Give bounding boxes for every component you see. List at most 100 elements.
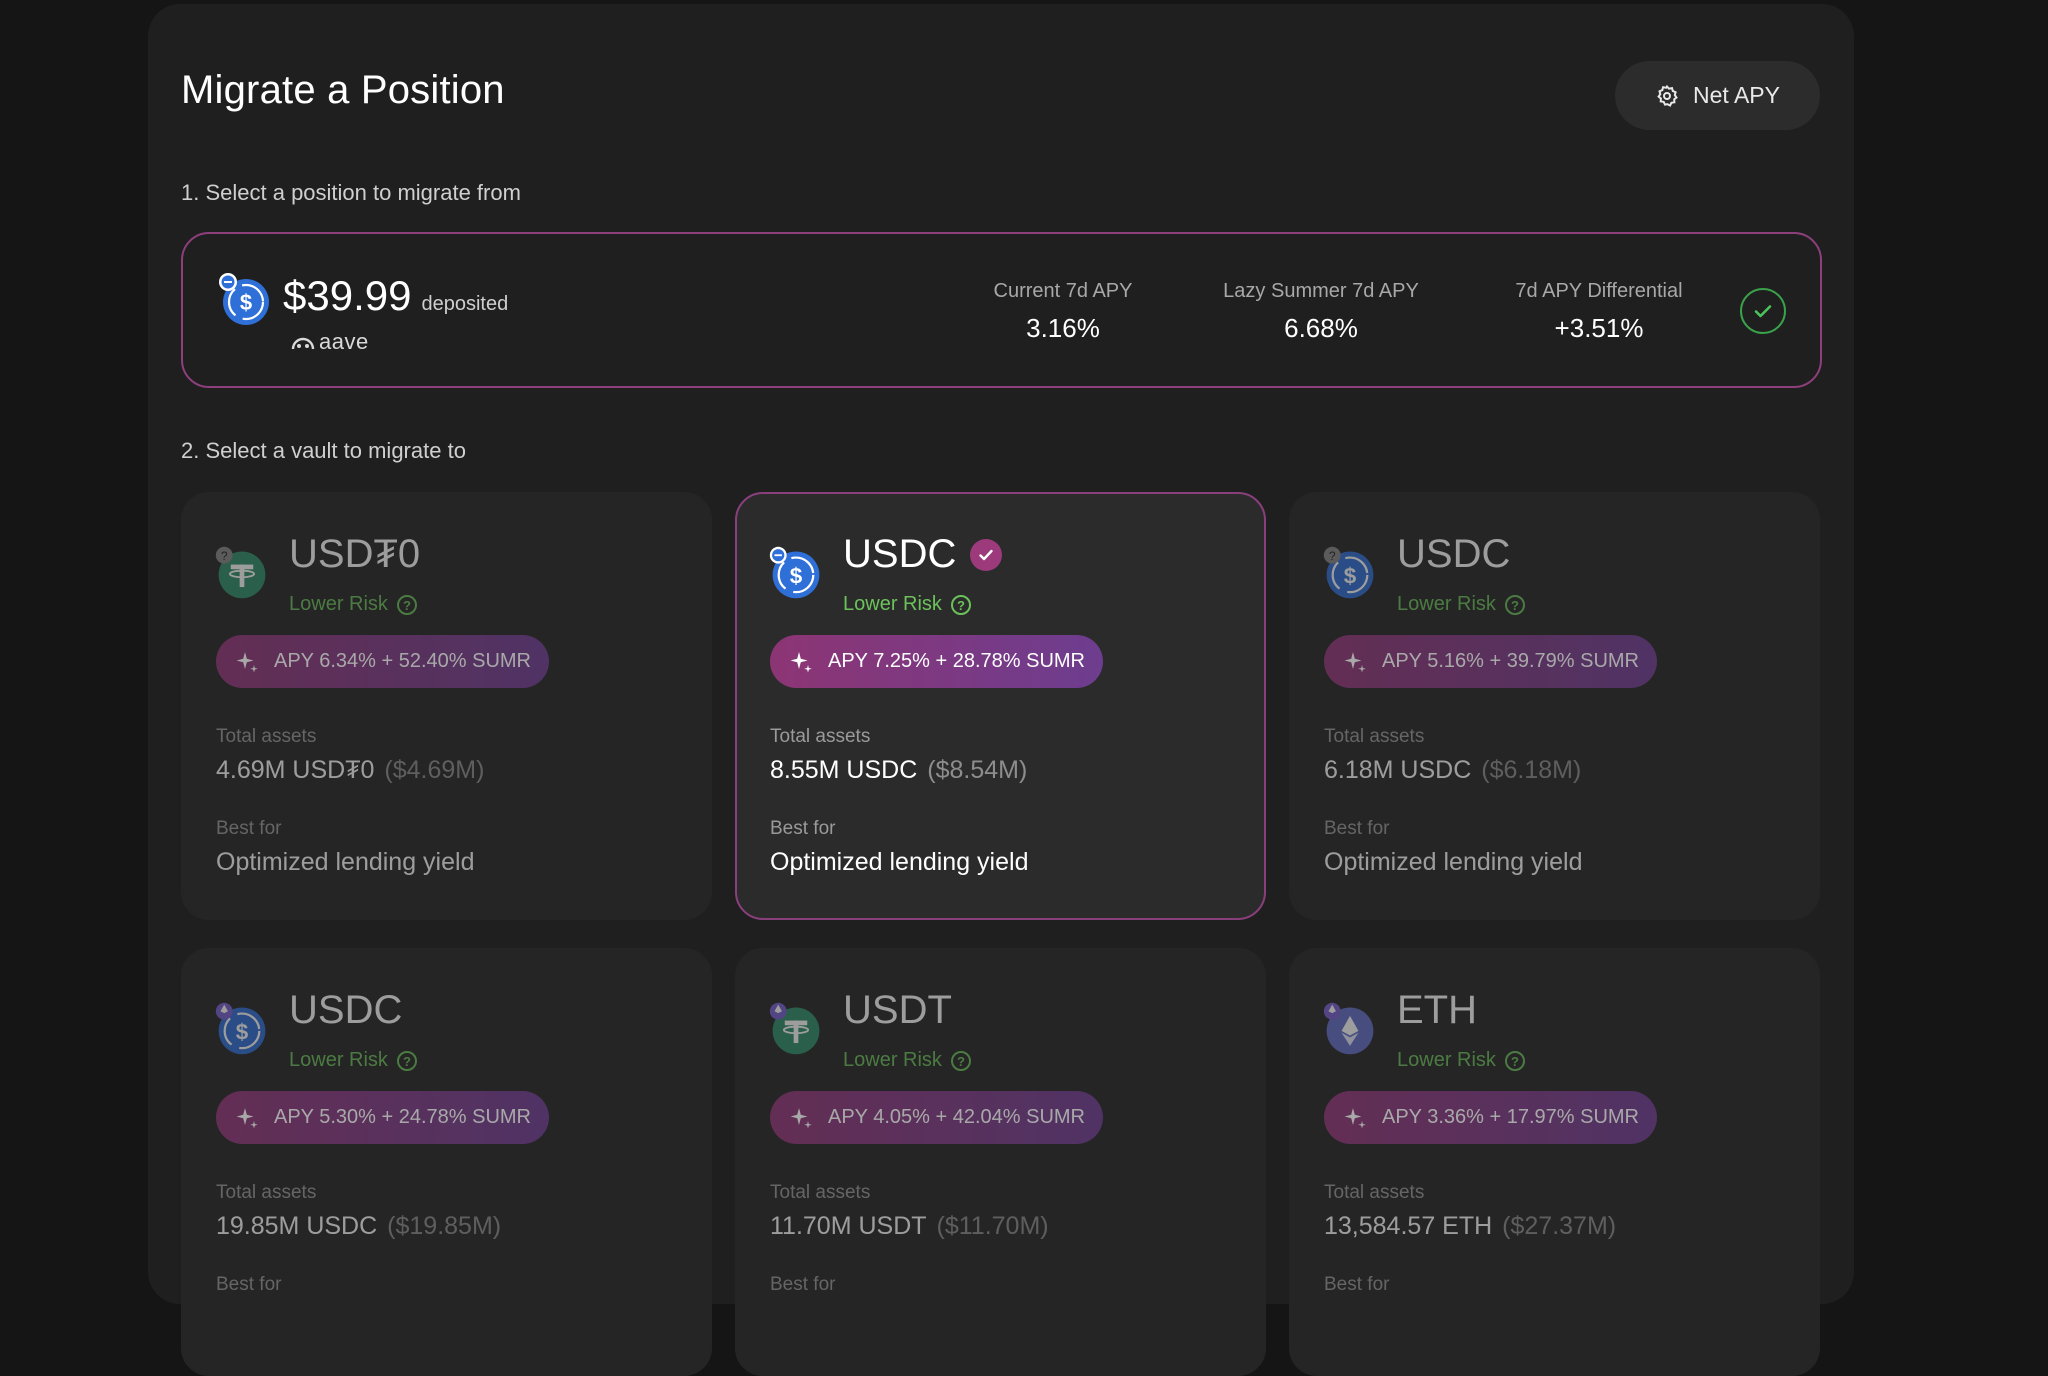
- help-icon[interactable]: ?: [1504, 594, 1526, 616]
- sparkle-icon: [236, 651, 258, 673]
- help-icon[interactable]: ?: [950, 594, 972, 616]
- assets-usd: ($8.54M): [927, 756, 1028, 784]
- usdt-icon: [769, 1002, 820, 1055]
- risk-label: Lower Risk ?: [843, 593, 972, 616]
- vault-token-name: ETH: [1397, 988, 1477, 1033]
- token-label: USDT: [843, 988, 952, 1032]
- apy-text: APY 5.16% + 39.79% SUMR: [1382, 650, 1639, 672]
- selected-check-icon: [1740, 288, 1786, 334]
- assets-usd: ($27.37M): [1502, 1212, 1617, 1240]
- total-assets-label: Total assets: [1324, 726, 1425, 747]
- best-for-value: Optimized lending yield: [770, 848, 1029, 876]
- svg-text:?: ?: [957, 1054, 965, 1069]
- svg-text:?: ?: [1329, 549, 1336, 563]
- vault-card[interactable]: USDT Lower Risk ? APY 4.05% + 42.04% SUM…: [735, 948, 1266, 1376]
- total-assets-value: 19.85M USDC ($19.85M): [216, 1212, 501, 1241]
- best-for-value: Optimized lending yield: [1324, 848, 1583, 876]
- net-apy-button[interactable]: Net APY: [1615, 61, 1820, 130]
- risk-text: Lower Risk: [843, 593, 942, 615]
- usdc-icon: $ ?: [1323, 546, 1374, 599]
- deposited-label: deposited: [421, 293, 509, 315]
- risk-text: Lower Risk: [1397, 593, 1496, 615]
- vault-token-name: USDC: [289, 988, 402, 1033]
- risk-label: Lower Risk ?: [289, 1049, 418, 1072]
- token-label: USDC: [289, 988, 403, 1032]
- total-assets-label: Total assets: [770, 726, 871, 747]
- sparkle-icon: [1344, 651, 1366, 673]
- svg-text:$: $: [236, 1019, 249, 1044]
- vault-card[interactable]: $ ? USDC Lower Risk ? APY 5.16% + 39.79%…: [1289, 492, 1820, 920]
- apy-text: APY 6.34% + 52.40% SUMR: [274, 650, 531, 672]
- svg-text:$: $: [790, 563, 803, 588]
- total-assets-value: 11.70M USDT ($11.70M): [770, 1212, 1049, 1241]
- svg-text:$: $: [240, 290, 252, 315]
- svg-text:?: ?: [403, 598, 411, 613]
- migrate-panel: Migrate a Position Net APY 1. Select a p…: [148, 4, 1854, 1376]
- best-for-label: Best for: [1324, 818, 1390, 839]
- best-for-label: Best for: [770, 1274, 836, 1295]
- svg-text:?: ?: [957, 598, 965, 613]
- help-icon[interactable]: ?: [396, 594, 418, 616]
- token-label: ETH: [1397, 988, 1477, 1032]
- position-card[interactable]: $ $39.99 deposited aave Current 7d APY 3…: [181, 232, 1822, 388]
- assets-usd: ($6.18M): [1481, 756, 1582, 784]
- total-assets-label: Total assets: [1324, 1182, 1425, 1203]
- apy-differential-stat: 7d APY Differential +3.51%: [1499, 280, 1699, 344]
- assets-usd: ($19.85M): [387, 1212, 502, 1240]
- assets-usd: ($11.70M): [936, 1212, 1049, 1240]
- total-assets-label: Total assets: [770, 1182, 871, 1203]
- risk-label: Lower Risk ?: [843, 1049, 972, 1072]
- stat-value: +3.51%: [1554, 313, 1644, 343]
- stat-value: 3.16%: [1026, 313, 1100, 343]
- selected-badge-icon: [970, 538, 1003, 571]
- stat-label: Current 7d APY: [993, 280, 1133, 302]
- eth-icon: [1323, 1002, 1374, 1055]
- help-icon[interactable]: ?: [396, 1050, 418, 1072]
- assets-usd: ($4.69M): [384, 756, 485, 784]
- total-assets-value: 13,584.57 ETH ($27.37M): [1324, 1212, 1616, 1241]
- vault-card[interactable]: ETH Lower Risk ? APY 3.36% + 17.97% SUMR…: [1289, 948, 1820, 1376]
- net-apy-label: Net APY: [1693, 82, 1780, 108]
- apy-pill: APY 3.36% + 17.97% SUMR: [1324, 1091, 1657, 1144]
- vault-token-name: USDC: [1397, 532, 1510, 577]
- risk-text: Lower Risk: [289, 593, 388, 615]
- apy-pill: APY 5.30% + 24.78% SUMR: [216, 1091, 549, 1144]
- token-label: USD₮0: [289, 532, 421, 576]
- risk-text: Lower Risk: [289, 1049, 388, 1071]
- risk-text: Lower Risk: [1397, 1049, 1496, 1071]
- vault-token-name: USDT: [843, 988, 952, 1033]
- svg-text:?: ?: [1511, 1054, 1519, 1069]
- apy-text: APY 7.25% + 28.78% SUMR: [828, 650, 1085, 672]
- best-for-label: Best for: [1324, 1274, 1390, 1295]
- step-1-label: 1. Select a position to migrate from: [181, 180, 521, 205]
- aave-logo: aave: [291, 329, 369, 355]
- risk-label: Lower Risk ?: [1397, 1049, 1526, 1072]
- assets-amount: 6.18M USDC: [1324, 756, 1472, 784]
- apy-text: APY 5.30% + 24.78% SUMR: [274, 1106, 531, 1128]
- assets-amount: 19.85M USDC: [216, 1212, 378, 1240]
- risk-label: Lower Risk ?: [289, 593, 418, 616]
- vault-card[interactable]: ? USD₮0 Lower Risk ? APY 6.34% + 52.40% …: [181, 492, 712, 920]
- vault-card[interactable]: $ USDC Lower Risk ? APY 7.25% + 28.78% S…: [735, 492, 1266, 920]
- total-assets-value: 4.69M USD₮0 ($4.69M): [216, 756, 484, 785]
- token-label: USDC: [843, 532, 957, 576]
- vault-card[interactable]: $ USDC Lower Risk ? APY 5.30% + 24.78% S…: [181, 948, 712, 1376]
- usdc-icon: $: [219, 273, 269, 325]
- sparkle-icon: [790, 651, 812, 673]
- apy-pill: APY 5.16% + 39.79% SUMR: [1324, 635, 1657, 688]
- step-2-label: 2. Select a vault to migrate to: [181, 438, 466, 463]
- position-amount: $39.99 deposited: [283, 272, 508, 320]
- best-for-label: Best for: [770, 818, 836, 839]
- help-icon[interactable]: ?: [1504, 1050, 1526, 1072]
- svg-text:?: ?: [221, 549, 228, 563]
- sparkle-icon: [1344, 1107, 1366, 1129]
- svg-text:?: ?: [1511, 598, 1519, 613]
- assets-amount: 4.69M USD₮0: [216, 756, 375, 784]
- best-for-label: Best for: [216, 818, 282, 839]
- aave-ghost-icon: [291, 337, 315, 350]
- usdt-icon: ?: [215, 546, 266, 599]
- current-apy-stat: Current 7d APY 3.16%: [983, 280, 1143, 344]
- apy-pill: APY 4.05% + 42.04% SUMR: [770, 1091, 1103, 1144]
- assets-amount: 13,584.57 ETH: [1324, 1212, 1493, 1240]
- help-icon[interactable]: ?: [950, 1050, 972, 1072]
